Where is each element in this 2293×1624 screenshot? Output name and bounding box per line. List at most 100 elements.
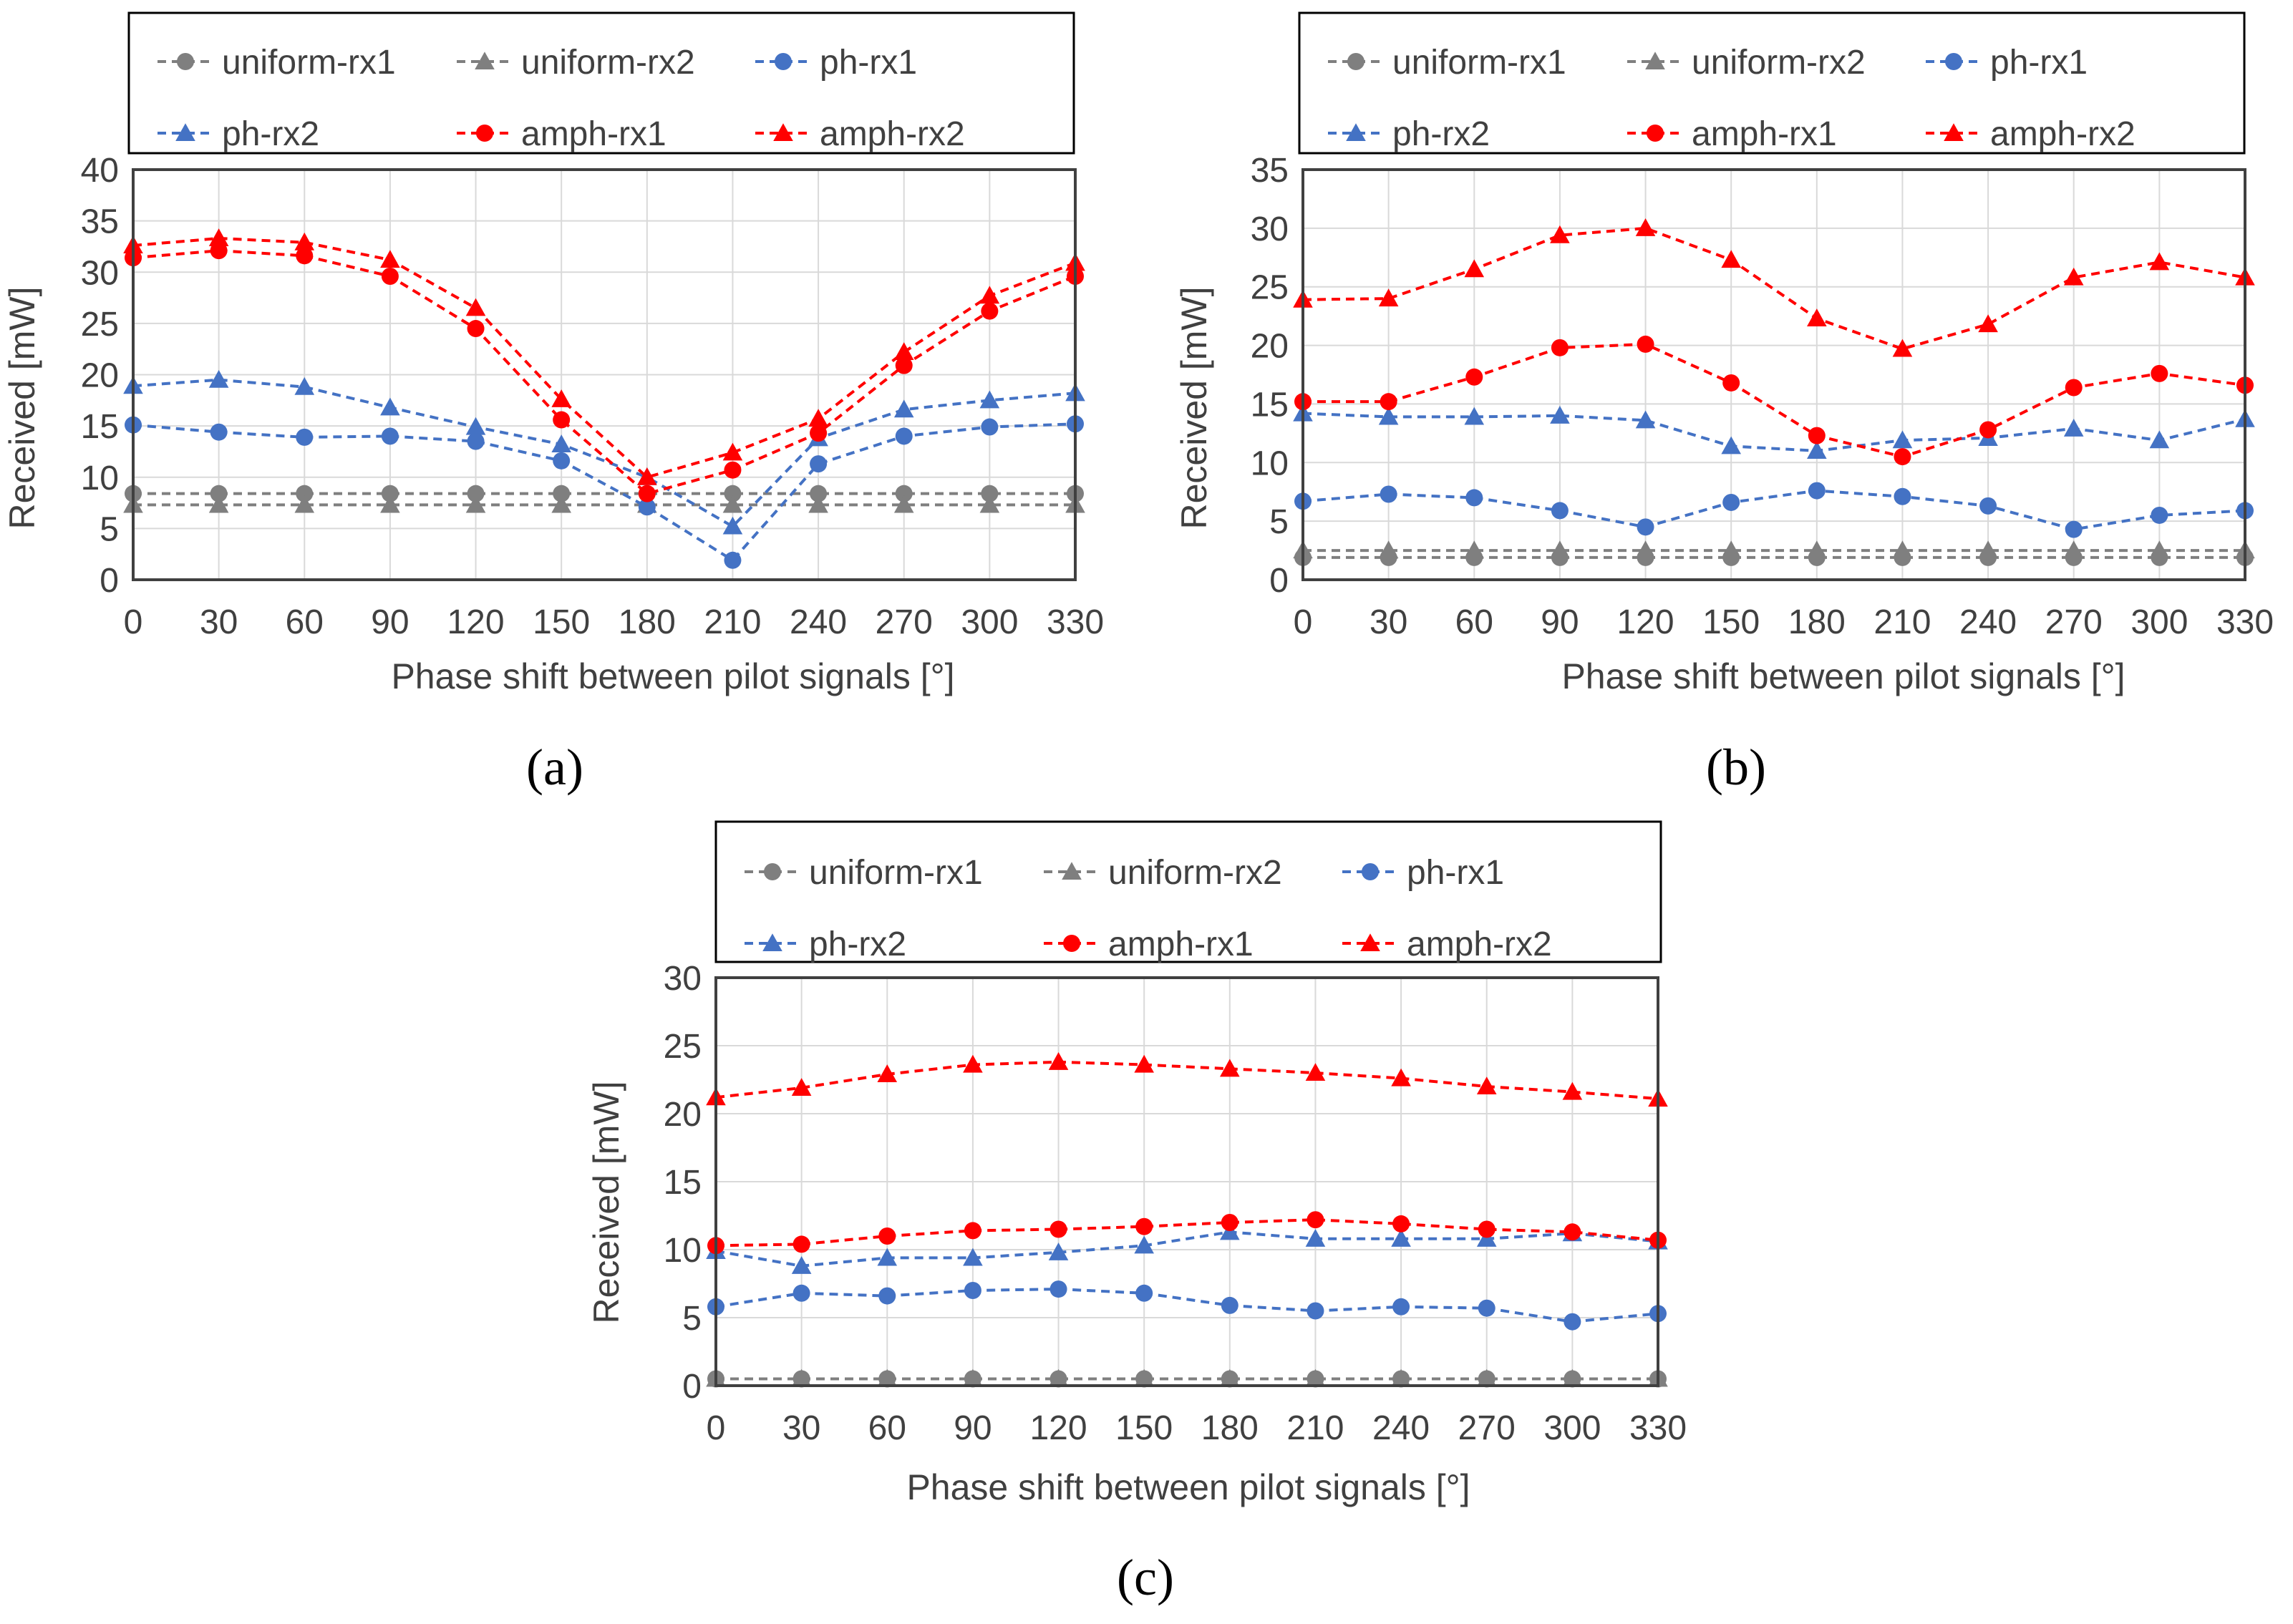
data-point-amph-rx2 bbox=[1721, 250, 1741, 268]
chart-panel-c: uniform-rx1 uniform-rx2 ph-rx1 ph-rx2 amph-r… bbox=[586, 820, 1687, 1606]
data-point-amph-rx1 bbox=[964, 1222, 981, 1240]
data-point-uniform-rx2 bbox=[893, 495, 914, 513]
legend-marker-swatch bbox=[1062, 862, 1082, 880]
x-tick-label: 150 bbox=[1115, 1409, 1173, 1447]
data-point-amph-rx2 bbox=[1476, 1076, 1497, 1095]
data-point-uniform-rx2 bbox=[551, 495, 571, 513]
data-point-uniform-rx2 bbox=[877, 1368, 898, 1387]
data-point-amph-rx1 bbox=[1722, 374, 1740, 392]
data-point-amph-rx1 bbox=[792, 1235, 810, 1253]
data-point-amph-rx1 bbox=[1979, 421, 1997, 439]
x-tick-label: 270 bbox=[2045, 603, 2103, 641]
data-point-ph-rx1 bbox=[981, 418, 999, 436]
plot-area-frame bbox=[132, 168, 1077, 581]
data-point-ph-rx1 bbox=[1465, 489, 1483, 507]
legend-item-ph-rx1: ph-rx1 bbox=[1342, 854, 1504, 892]
data-point-amph-rx2 bbox=[877, 1064, 898, 1082]
data-point-ph-rx1 bbox=[1392, 1298, 1410, 1316]
data-point-ph-rx1 bbox=[810, 455, 828, 473]
data-point-ph-rx2 bbox=[2063, 419, 2084, 437]
y-tick-label: 5 bbox=[682, 1300, 702, 1338]
series-ph-rx1 bbox=[125, 415, 1084, 569]
data-point-ph-rx1 bbox=[878, 1287, 896, 1305]
y-tick-label: 15 bbox=[1251, 386, 1289, 424]
data-point-amph-rx2 bbox=[791, 1078, 812, 1096]
data-point-amph-rx1 bbox=[467, 320, 485, 338]
data-point-amph-rx2 bbox=[1978, 314, 1998, 333]
y-tick-label: 20 bbox=[1251, 328, 1289, 366]
data-point-amph-rx2 bbox=[963, 1054, 983, 1073]
y-tick-label: 30 bbox=[664, 960, 702, 998]
series-line-amph-rx1 bbox=[715, 1218, 1659, 1248]
data-point-ph-rx2 bbox=[1892, 430, 1913, 449]
legend-marker-swatch bbox=[1346, 123, 1366, 142]
data-point-amph-rx1 bbox=[296, 247, 314, 265]
x-tick-label: 300 bbox=[961, 603, 1018, 641]
series-uniform-rx2 bbox=[706, 1368, 1668, 1387]
data-point-ph-rx2 bbox=[551, 434, 571, 452]
series-line-ph-rx1 bbox=[1302, 489, 2246, 531]
legend-marker-swatch bbox=[764, 863, 781, 880]
data-point-uniform-rx2 bbox=[1635, 540, 1656, 559]
data-point-ph-rx1 bbox=[2151, 506, 2168, 524]
data-point-amph-rx2 bbox=[208, 228, 229, 247]
legend-item-ph-rx2: ph-rx2 bbox=[157, 115, 319, 153]
data-point-ph-rx1 bbox=[1637, 518, 1654, 536]
data-point-ph-rx1 bbox=[1307, 1302, 1324, 1320]
data-point-amph-rx2 bbox=[1391, 1068, 1411, 1086]
y-tick-label: 0 bbox=[1269, 562, 1289, 600]
panel-label: (c) bbox=[1117, 1549, 1174, 1606]
data-point-amph-rx2 bbox=[1220, 1059, 1240, 1077]
series-line-ph-rx1 bbox=[715, 1288, 1659, 1323]
data-point-amph-rx1 bbox=[1307, 1211, 1324, 1229]
y-axis-label: Received [mW] bbox=[1174, 287, 1214, 530]
x-tick-label: 270 bbox=[876, 603, 933, 641]
legend-item-uniform-rx1: uniform-rx1 bbox=[745, 854, 983, 892]
data-point-ph-rx2 bbox=[791, 1256, 812, 1274]
x-tick-label: 60 bbox=[286, 603, 324, 641]
data-point-amph-rx1 bbox=[381, 267, 399, 285]
series-line-amph-rx1 bbox=[1303, 342, 2246, 459]
x-tick-label: 180 bbox=[619, 603, 676, 641]
series-amph-rx1 bbox=[1294, 335, 2254, 466]
y-tick-label: 30 bbox=[81, 254, 119, 292]
data-point-uniform-rx2 bbox=[1550, 540, 1570, 559]
data-point-ph-rx2 bbox=[465, 417, 486, 435]
legend-label: ph-rx1 bbox=[1407, 854, 1504, 892]
data-point-ph-rx2 bbox=[1635, 410, 1656, 429]
x-tick-label: 0 bbox=[1294, 603, 1313, 641]
data-point-ph-rx1 bbox=[724, 551, 742, 569]
legend-marker-swatch bbox=[773, 123, 793, 142]
legend-label: amph-rx2 bbox=[1407, 925, 1552, 963]
data-point-amph-rx1 bbox=[1478, 1220, 1495, 1238]
x-tick-label: 30 bbox=[1370, 603, 1407, 641]
data-point-uniform-rx2 bbox=[2149, 540, 2170, 559]
panel-label-text: (b) bbox=[1706, 739, 1766, 796]
legend-label: uniform-rx2 bbox=[1108, 854, 1282, 892]
x-tick-label: 330 bbox=[1629, 1409, 1687, 1447]
legend-item-amph-rx1: amph-rx1 bbox=[1627, 115, 1837, 153]
legend-label: amph-rx1 bbox=[1108, 925, 1254, 963]
data-point-uniform-rx2 bbox=[1562, 1368, 1583, 1387]
legend-item-amph-rx2: amph-rx2 bbox=[755, 115, 965, 153]
data-point-uniform-rx2 bbox=[1476, 1368, 1497, 1387]
data-point-ph-rx2 bbox=[1550, 406, 1570, 424]
x-tick-label: 150 bbox=[1702, 603, 1760, 641]
data-point-uniform-rx2 bbox=[2063, 540, 2084, 559]
legend-marker-swatch bbox=[476, 125, 493, 142]
data-point-ph-rx1 bbox=[792, 1284, 810, 1302]
legend-marker-swatch bbox=[1945, 53, 1962, 70]
panel-label: (a) bbox=[526, 739, 583, 796]
data-point-ph-rx2 bbox=[1807, 441, 1827, 459]
data-point-ph-rx1 bbox=[1551, 502, 1569, 520]
series-amph-rx1 bbox=[707, 1211, 1667, 1255]
legend-label: amph-rx2 bbox=[1990, 115, 2136, 153]
x-tick-label: 0 bbox=[707, 1409, 726, 1447]
series-ph-rx1 bbox=[1294, 482, 2254, 538]
x-tick-label: 300 bbox=[1543, 1409, 1601, 1447]
legend-marker-swatch bbox=[1944, 123, 1964, 142]
data-point-ph-rx2 bbox=[1721, 436, 1741, 454]
data-point-amph-rx1 bbox=[895, 356, 913, 374]
data-point-ph-rx2 bbox=[963, 1248, 983, 1266]
data-point-uniform-rx1 bbox=[981, 485, 999, 502]
